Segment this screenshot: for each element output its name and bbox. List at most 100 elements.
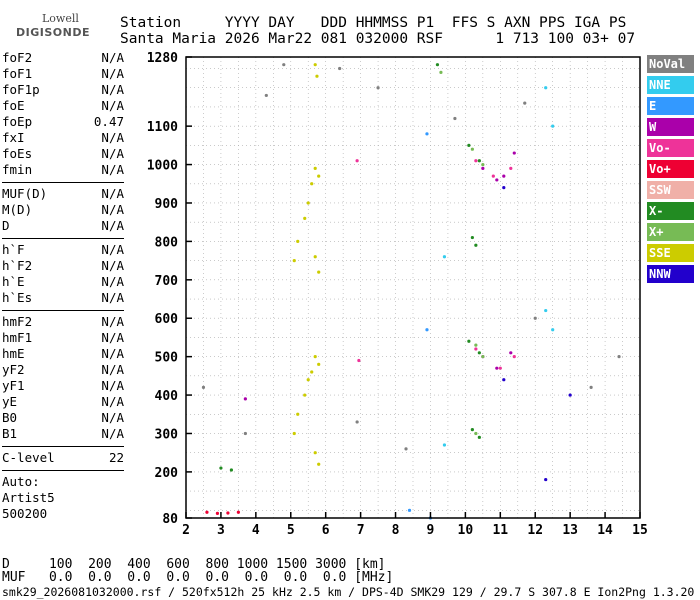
param-row: fxI N/A [2,130,124,146]
x-tick-label: 3 [217,523,225,538]
echo-point [243,397,247,401]
echo-point [317,462,321,466]
y-tick-label: 600 [155,312,179,327]
clevel-row: C-level 22 [2,450,124,466]
y-tick-label: 700 [155,274,179,289]
clevel-label: C-level [2,450,55,465]
param-value: N/A [101,218,124,233]
legend-item: E [647,97,694,115]
param-value: N/A [101,82,124,97]
echo-point [296,412,300,416]
echo-point [589,385,593,389]
param-row: h`F N/A [2,242,124,258]
param-row: MUF(D) N/A [2,186,124,202]
echo-point [509,351,513,355]
param-row: yF2 N/A [2,362,124,378]
param-label: hmF2 [2,314,33,329]
param-value: N/A [101,66,124,81]
echo-point [474,343,478,347]
param-row: B0 N/A [2,410,124,426]
x-tick-label: 9 [427,523,435,538]
legend-item: NNE [647,76,694,94]
echo-point [292,431,296,436]
echo-point [428,516,433,520]
echo-point [425,132,429,136]
param-value: 0.47 [93,114,124,129]
echo-point [376,86,380,90]
legend-item: X- [647,202,694,220]
logo-line1: Lowell [42,12,79,25]
param-value: N/A [101,362,124,377]
param-label: foF2 [2,50,33,65]
y-tick-label: 1280 [147,51,178,66]
echo-point [467,143,471,147]
param-row: hmF1 N/A [2,330,124,346]
separator [2,470,124,471]
param-label: D [2,218,10,233]
echo-point [292,259,296,263]
legend-item: Vo+ [647,160,694,178]
y-tick-label: 1100 [147,120,178,135]
echo-point [317,362,321,366]
echo-point [467,339,471,343]
echo-point [201,385,206,389]
x-tick-label: 12 [527,523,543,538]
legend-item: SSE [647,244,694,262]
echo-point [317,174,321,178]
echo-point [313,451,317,455]
echo-point [338,66,342,71]
x-tick-label: 6 [322,523,330,538]
param-label: foEs [2,146,33,161]
param-value: N/A [101,242,124,257]
echo-point [306,201,310,205]
echo-point [264,93,268,98]
param-label: yF2 [2,362,25,377]
echo-point [544,477,548,482]
param-label: h`F [2,242,25,257]
legend-item: NoVal [647,55,694,73]
echo-point [313,166,317,171]
param-value: N/A [101,98,124,113]
param-row: yE N/A [2,394,124,410]
param-label: hmE [2,346,25,361]
scaled-parameters-panel: foF2 N/A foF1 N/A foF1p N/A foE N/A foEp 0.47 fxI N… [2,50,124,522]
x-tick-label: 14 [597,523,613,538]
echo-point [617,355,621,359]
param-row: foF1 N/A [2,66,124,82]
echo-point [313,355,317,359]
echo-point [435,63,440,67]
echo-point [481,355,485,359]
echo-point [470,235,474,240]
clevel-value: 22 [108,450,124,465]
legend-item: Vo- [647,139,694,157]
x-tick-label: 7 [357,523,365,538]
echo-point [310,370,314,374]
echo-point [470,428,474,432]
x-tick-label: 8 [392,523,400,538]
separator [2,182,124,183]
y-tick-label: 80 [162,512,178,527]
param-value: N/A [101,186,124,201]
x-tick-label: 11 [492,523,508,538]
echo-point [219,466,223,470]
distance-row: D 100 200 400 600 800 1000 1500 3000 [km… [2,557,386,572]
echo-point [502,186,506,190]
param-value: N/A [101,314,124,329]
echo-point [315,74,319,78]
param-value: N/A [101,202,124,217]
param-label: foE [2,98,25,113]
param-label: foEp [2,114,33,129]
echo-point [226,511,230,515]
param-label: yE [2,394,18,409]
param-row: foE N/A [2,98,124,114]
param-label: yF1 [2,378,25,393]
param-row: h`Es N/A [2,290,124,306]
echo-point [495,178,499,182]
param-row: h`F2 N/A [2,258,124,274]
param-label: fxI [2,130,25,145]
param-value: N/A [101,330,124,345]
echo-point [236,510,240,514]
param-row: foEs N/A [2,146,124,162]
y-tick-label: 400 [155,389,179,404]
echo-point [453,116,457,121]
